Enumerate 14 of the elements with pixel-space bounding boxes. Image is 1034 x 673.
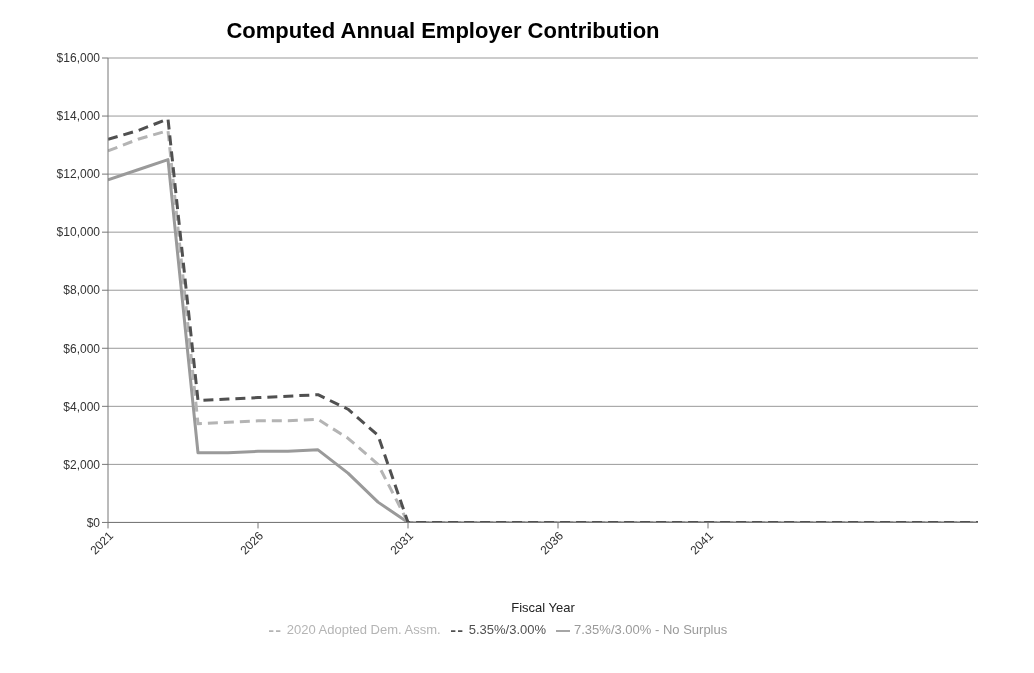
- chart-title: Computed Annual Employer Contribution: [225, 17, 661, 45]
- y-tick-label: $2,000: [63, 457, 101, 472]
- y-tick-label: $4,000: [63, 399, 101, 414]
- x-axis-title: Fiscal Year: [511, 600, 576, 616]
- legend-label: 7.35%/3.00% - No Surplus: [574, 622, 728, 638]
- legend-label: 2020 Adopted Dem. Assm.: [286, 622, 441, 638]
- y-tick-label: $0: [86, 515, 101, 530]
- y-tick-label: $16,000: [56, 51, 101, 66]
- legend-label: 5.35%/3.00%: [468, 622, 547, 638]
- y-tick-label: $12,000: [56, 167, 101, 182]
- y-tick-label: $8,000: [63, 283, 101, 298]
- y-tick-label: $14,000: [56, 109, 101, 124]
- y-tick-label: $10,000: [56, 225, 101, 240]
- y-tick-label: $6,000: [63, 341, 101, 356]
